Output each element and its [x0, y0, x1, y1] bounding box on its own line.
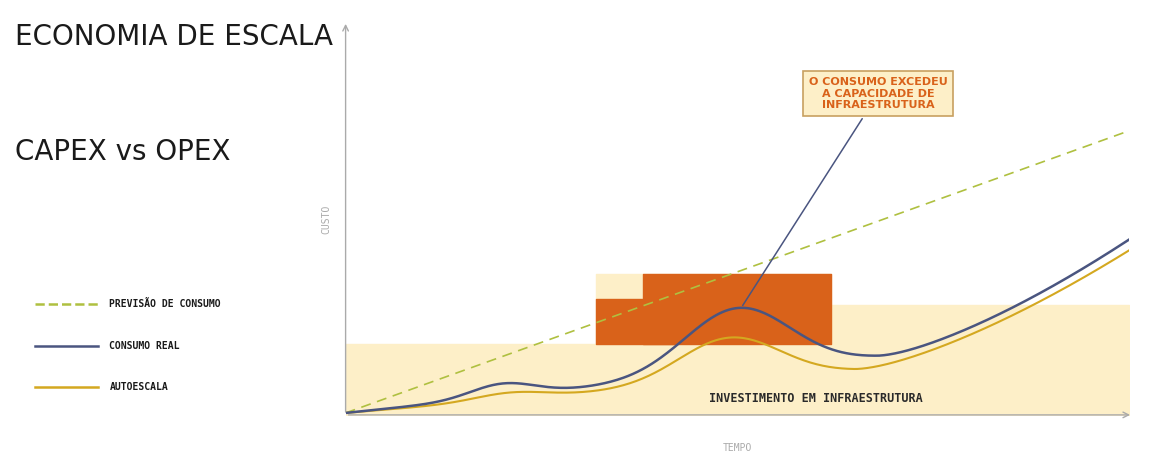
Text: O CONSUMO EXCEDEU
A CAPACIDADE DE
INFRAESTRUTURA: O CONSUMO EXCEDEU A CAPACIDADE DE INFRAE… — [743, 77, 948, 306]
Text: CAPEX vs OPEX: CAPEX vs OPEX — [15, 138, 230, 166]
Text: CONSUMO REAL: CONSUMO REAL — [109, 341, 180, 351]
Text: CUSTO: CUSTO — [321, 204, 331, 234]
Text: ECONOMIA DE ESCALA: ECONOMIA DE ESCALA — [15, 23, 333, 51]
Text: INVESTIMENTO EM INFRAESTRUTURA: INVESTIMENTO EM INFRAESTRUTURA — [708, 392, 923, 405]
Text: AUTOESCALA: AUTOESCALA — [109, 382, 168, 392]
Text: TEMPO: TEMPO — [722, 443, 752, 453]
Text: PREVISÃO DE CONSUMO: PREVISÃO DE CONSUMO — [109, 299, 221, 309]
